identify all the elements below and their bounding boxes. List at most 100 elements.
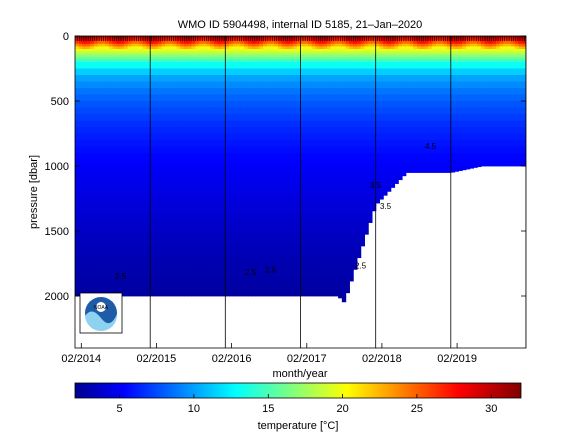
- temperature-cell: [413, 114, 417, 121]
- temperature-cell: [240, 290, 244, 297]
- temperature-cell: [316, 205, 320, 212]
- temperature-cell: [116, 199, 120, 206]
- temperature-cell: [394, 160, 398, 167]
- temperature-cell: [391, 44, 395, 47]
- temperature-cell: [379, 75, 383, 82]
- temperature-cell: [338, 212, 342, 219]
- temperature-cell: [94, 88, 98, 95]
- temperature-cell: [316, 238, 320, 245]
- temperature-cell: [417, 54, 421, 57]
- temperature-cell: [346, 121, 350, 128]
- temperature-cell: [443, 49, 447, 52]
- temperature-cell: [229, 257, 233, 264]
- temperature-cell: [327, 95, 331, 102]
- temperature-cell: [282, 134, 286, 141]
- temperature-cell: [252, 173, 256, 180]
- temperature-cell: [323, 205, 327, 212]
- temperature-cell: [263, 218, 267, 225]
- temperature-cell: [477, 44, 481, 47]
- temperature-cell: [105, 95, 109, 102]
- temperature-cell: [402, 88, 406, 95]
- temperature-cell: [83, 59, 87, 62]
- temperature-cell: [203, 69, 207, 76]
- temperature-cell: [94, 160, 98, 167]
- temperature-cell: [425, 134, 429, 141]
- temperature-cell: [425, 62, 429, 69]
- temperature-cell: [210, 147, 214, 154]
- temperature-cell: [278, 290, 282, 297]
- temperature-cell: [131, 82, 135, 89]
- temperature-cell: [83, 57, 87, 60]
- temperature-cell: [349, 88, 353, 95]
- temperature-cell: [128, 173, 132, 180]
- temperature-cell: [319, 257, 323, 264]
- temperature-cell: [466, 140, 470, 147]
- temperature-cell: [199, 54, 203, 57]
- temperature-cell: [511, 95, 515, 102]
- temperature-cell: [229, 59, 233, 62]
- temperature-cell: [406, 75, 410, 82]
- temperature-cell: [180, 251, 184, 258]
- temperature-cell: [169, 121, 173, 128]
- temperature-cell: [225, 238, 229, 245]
- temperature-cell: [417, 62, 421, 69]
- temperature-cell: [90, 108, 94, 115]
- temperature-cell: [428, 54, 432, 57]
- temperature-cell: [244, 251, 248, 258]
- temperature-cell: [90, 173, 94, 180]
- temperature-cell: [368, 192, 372, 199]
- temperature-cell: [289, 231, 293, 238]
- temperature-cell: [86, 140, 90, 147]
- temperature-cell: [511, 147, 515, 154]
- temperature-cell: [113, 147, 117, 154]
- temperature-cell: [267, 277, 271, 284]
- temperature-cell: [255, 251, 259, 258]
- temperature-cell: [515, 88, 519, 95]
- temperature-cell: [173, 57, 177, 60]
- temperature-cell: [184, 212, 188, 219]
- temperature-cell: [124, 205, 128, 212]
- temperature-cell: [383, 49, 387, 52]
- temperature-cell: [473, 62, 477, 69]
- temperature-cell: [218, 205, 222, 212]
- temperature-cell: [353, 95, 357, 102]
- temperature-cell: [349, 238, 353, 245]
- temperature-cell: [94, 147, 98, 154]
- temperature-cell: [507, 114, 511, 121]
- temperature-cell: [75, 166, 79, 173]
- temperature-cell: [342, 114, 346, 121]
- temperature-cell: [161, 225, 165, 232]
- temperature-cell: [349, 257, 353, 264]
- temperature-cell: [240, 49, 244, 52]
- temperature-cell: [79, 264, 83, 271]
- temperature-cell: [319, 244, 323, 251]
- temperature-cell: [101, 121, 105, 128]
- temperature-cell: [94, 44, 98, 47]
- temperature-cell: [496, 44, 500, 47]
- temperature-cell: [323, 95, 327, 102]
- temperature-cell: [244, 121, 248, 128]
- temperature-cell: [440, 140, 444, 147]
- temperature-cell: [105, 54, 109, 57]
- temperature-cell: [233, 41, 237, 44]
- temperature-cell: [334, 121, 338, 128]
- temperature-cell: [128, 147, 132, 154]
- temperature-cell: [413, 147, 417, 154]
- temperature-cell: [75, 44, 79, 47]
- temperature-cell: [406, 127, 410, 134]
- temperature-cell: [270, 57, 274, 60]
- temperature-cell: [323, 231, 327, 238]
- temperature-cell: [173, 290, 177, 297]
- temperature-cell: [113, 134, 117, 141]
- temperature-cell: [293, 140, 297, 147]
- temperature-cell: [199, 225, 203, 232]
- temperature-cell: [79, 257, 83, 264]
- temperature-cell: [462, 46, 466, 49]
- temperature-cell: [338, 147, 342, 154]
- temperature-cell: [312, 41, 316, 44]
- temperature-cell: [79, 277, 83, 284]
- temperature-cell: [428, 153, 432, 160]
- temperature-cell: [248, 179, 252, 186]
- temperature-cell: [165, 238, 169, 245]
- temperature-cell: [135, 52, 139, 55]
